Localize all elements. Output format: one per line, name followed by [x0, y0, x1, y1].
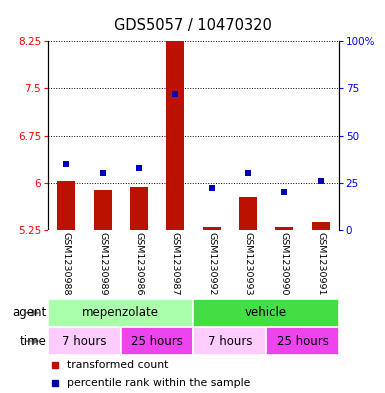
Text: GSM1230991: GSM1230991 — [316, 232, 325, 296]
Text: vehicle: vehicle — [245, 306, 287, 320]
Text: 25 hours: 25 hours — [276, 334, 328, 348]
Bar — [203, 227, 221, 230]
Text: GSM1230989: GSM1230989 — [98, 232, 107, 296]
Bar — [311, 222, 330, 230]
Bar — [266, 327, 339, 355]
Text: agent: agent — [12, 306, 46, 320]
Text: GSM1230986: GSM1230986 — [134, 232, 144, 296]
Text: time: time — [19, 334, 46, 348]
Text: GSM1230988: GSM1230988 — [62, 232, 71, 296]
Bar — [194, 327, 266, 355]
Point — [172, 91, 178, 97]
Text: mepenzolate: mepenzolate — [82, 306, 159, 320]
Text: 25 hours: 25 hours — [131, 334, 183, 348]
Bar — [57, 182, 75, 230]
Text: 7 hours: 7 hours — [62, 334, 107, 348]
Text: transformed count: transformed count — [67, 360, 168, 370]
Point — [245, 170, 251, 176]
Point — [100, 170, 106, 176]
Bar — [48, 299, 194, 327]
Text: 7 hours: 7 hours — [208, 334, 252, 348]
Point — [63, 161, 69, 167]
Bar — [94, 190, 112, 230]
Bar — [121, 327, 194, 355]
Bar — [130, 187, 148, 230]
Text: percentile rank within the sample: percentile rank within the sample — [67, 378, 250, 388]
Bar — [48, 327, 121, 355]
Bar — [275, 227, 293, 230]
Bar — [166, 18, 184, 230]
Text: GSM1230992: GSM1230992 — [207, 232, 216, 296]
Point — [136, 165, 142, 171]
Text: GSM1230990: GSM1230990 — [280, 232, 289, 296]
Point — [318, 178, 324, 184]
Point — [281, 189, 287, 195]
Text: GSM1230993: GSM1230993 — [243, 232, 253, 296]
Text: GSM1230987: GSM1230987 — [171, 232, 180, 296]
Bar — [239, 196, 257, 230]
Point — [209, 185, 215, 191]
Text: GDS5057 / 10470320: GDS5057 / 10470320 — [114, 18, 271, 33]
Bar — [194, 299, 339, 327]
